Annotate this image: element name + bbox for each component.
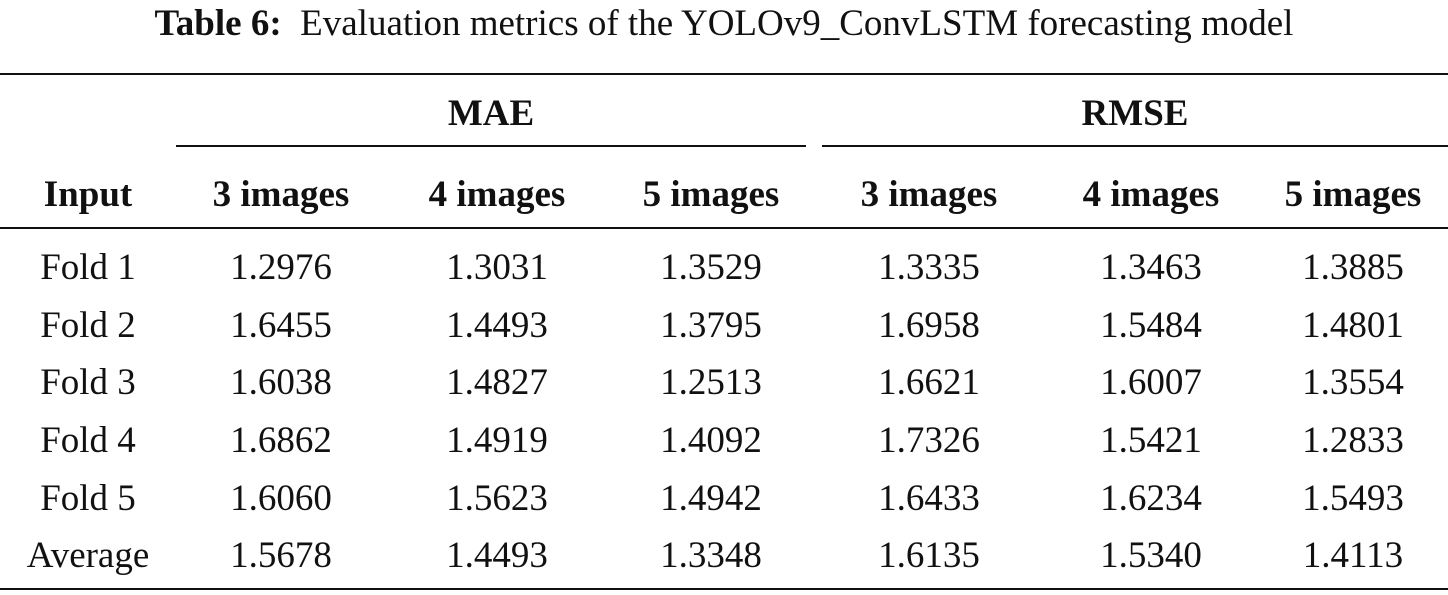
table-cell: 1.6958 <box>878 305 980 346</box>
table-cell: 1.3554 <box>1302 362 1404 403</box>
table-cell: 1.6234 <box>1100 478 1202 519</box>
table-cell: 1.4827 <box>446 362 548 403</box>
row-header-label: Input <box>43 174 133 215</box>
header-rule <box>0 227 1448 229</box>
table-cell: 1.4919 <box>446 420 548 461</box>
table-cell: 1.5484 <box>1100 305 1202 346</box>
caption-label: Table 6: <box>154 3 282 44</box>
table-cell: 1.6060 <box>230 478 332 519</box>
table-cell: 1.4942 <box>660 478 762 519</box>
mae-group-rule <box>176 145 806 147</box>
col-header-mae-3: 3 images <box>212 174 350 215</box>
table-cell: 1.4493 <box>446 305 548 346</box>
table-cell: 1.6433 <box>878 478 980 519</box>
table-cell: 1.2833 <box>1302 420 1404 461</box>
table-cell: 1.3031 <box>446 247 548 288</box>
table-cell: 1.6862 <box>230 420 332 461</box>
col-header-rmse-4: 4 images <box>1082 174 1220 215</box>
col-header-rmse-3: 3 images <box>860 174 998 215</box>
table-cell: 1.3529 <box>660 247 762 288</box>
row-label: Average <box>26 535 150 576</box>
col-header-rmse-5: 5 images <box>1284 174 1422 215</box>
table-cell: 1.6007 <box>1100 362 1202 403</box>
row-label: Fold 5 <box>40 478 136 519</box>
table-cell: 1.4092 <box>660 420 762 461</box>
table-cell: 1.4113 <box>1302 535 1404 576</box>
group-header-rmse: RMSE <box>1081 93 1189 134</box>
table-cell: 1.5623 <box>446 478 548 519</box>
row-label: Fold 4 <box>40 420 136 461</box>
table-cell: 1.2976 <box>230 247 332 288</box>
table-cell: 1.5678 <box>230 535 332 576</box>
table-cell: 1.6621 <box>878 362 980 403</box>
row-label: Fold 3 <box>40 362 136 403</box>
row-label: Fold 1 <box>40 247 136 288</box>
table-cell: 1.3885 <box>1302 247 1404 288</box>
table-cell: 1.5340 <box>1100 535 1202 576</box>
table-cell: 1.4801 <box>1302 305 1404 346</box>
table-caption: Table 6: Evaluation metrics of the YOLOv… <box>0 2 1448 46</box>
col-header-mae-5: 5 images <box>642 174 780 215</box>
table-cell: 1.4493 <box>446 535 548 576</box>
table-cell: 1.3348 <box>660 535 762 576</box>
table-cell: 1.5421 <box>1100 420 1202 461</box>
table-cell: 1.3795 <box>660 305 762 346</box>
table-cell: 1.7326 <box>878 420 980 461</box>
table-cell: 1.3335 <box>878 247 980 288</box>
bottom-rule <box>0 588 1448 590</box>
table-cell: 1.5493 <box>1302 478 1404 519</box>
table-cell: 1.6038 <box>230 362 332 403</box>
caption-text: Evaluation metrics of the YOLOv9_ConvLST… <box>300 3 1294 44</box>
top-rule <box>0 73 1448 75</box>
table-cell: 1.2513 <box>660 362 762 403</box>
table-cell: 1.6455 <box>230 305 332 346</box>
table-cell: 1.6135 <box>878 535 980 576</box>
row-label: Fold 2 <box>40 305 136 346</box>
table-cell: 1.3463 <box>1100 247 1202 288</box>
rmse-group-rule <box>822 145 1448 147</box>
group-header-mae: MAE <box>447 93 535 134</box>
col-header-mae-4: 4 images <box>428 174 566 215</box>
